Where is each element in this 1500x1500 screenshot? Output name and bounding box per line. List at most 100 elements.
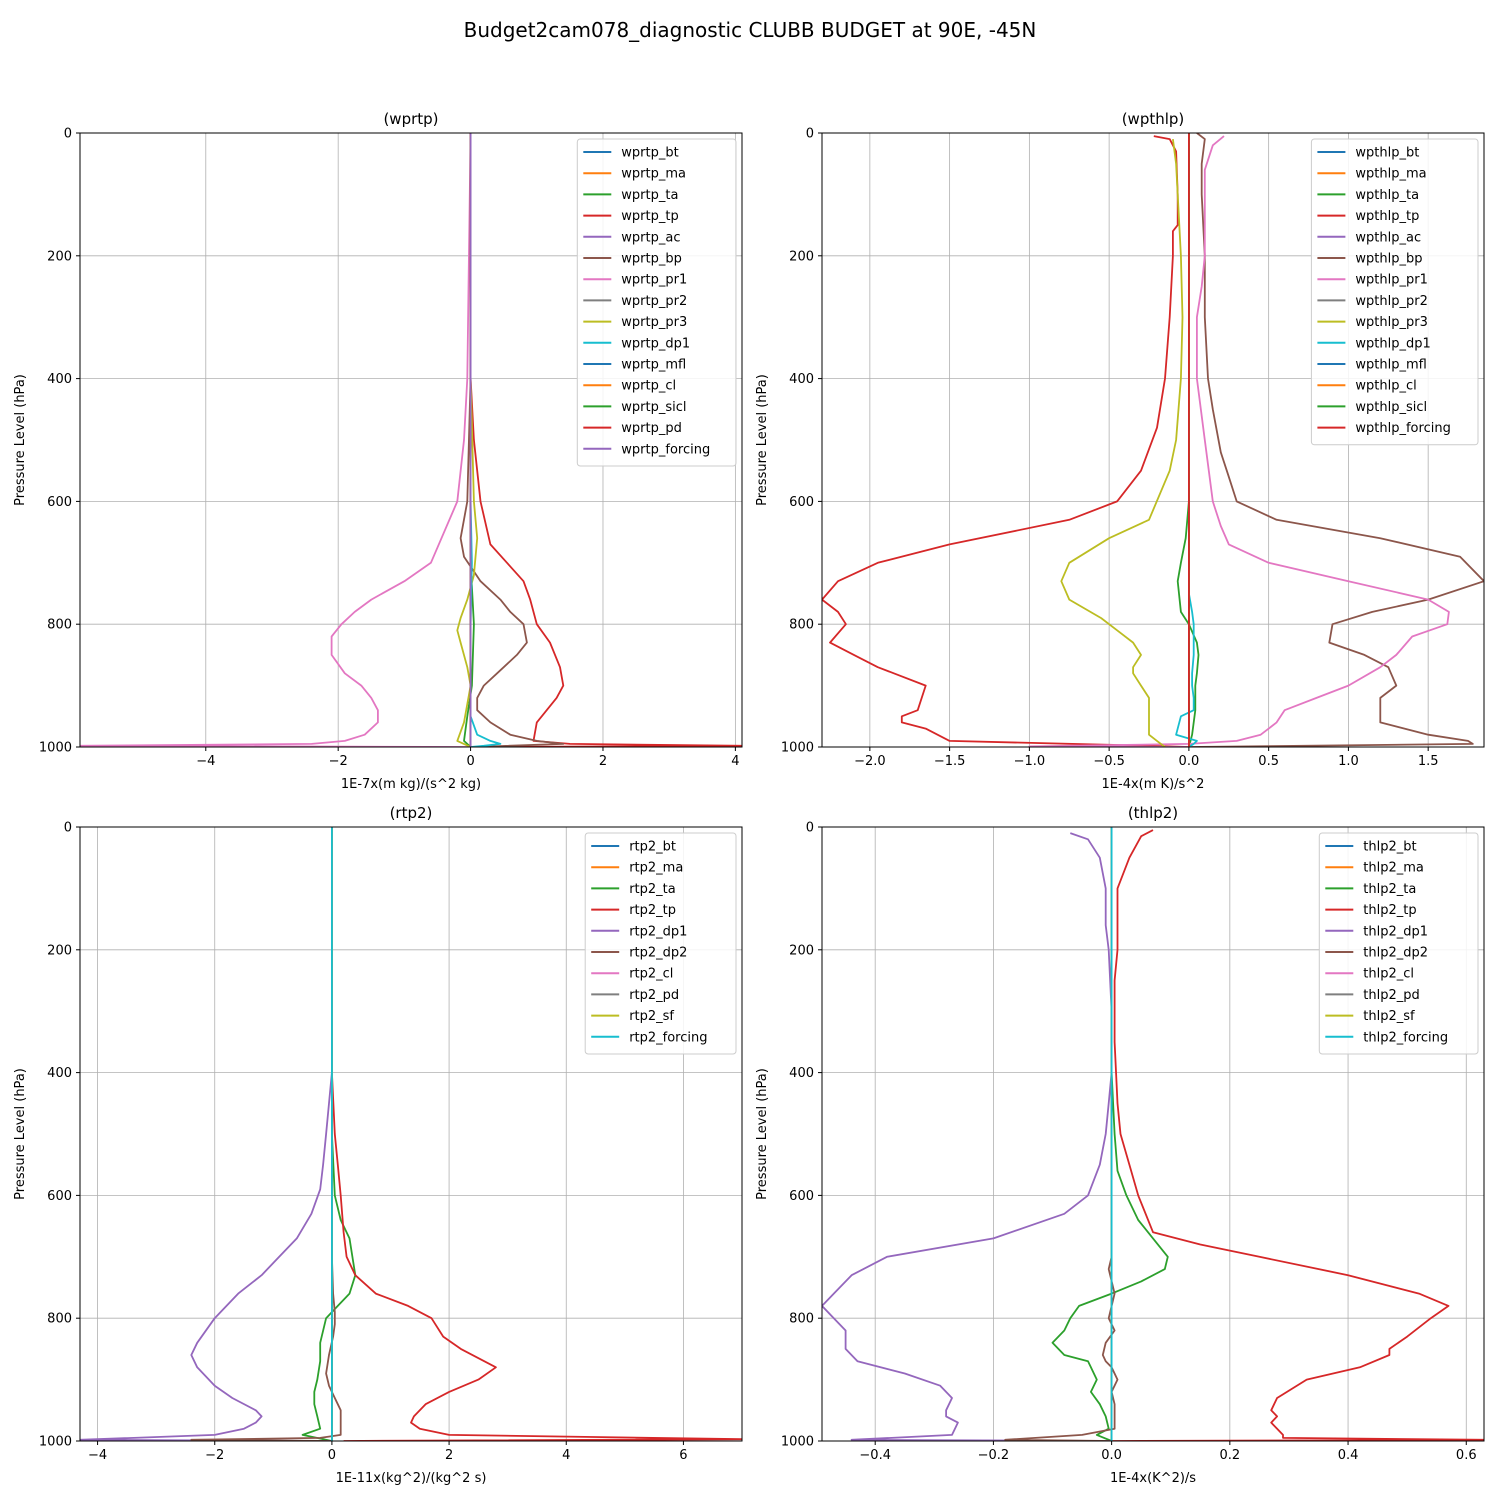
legend-label: wpthlp_forcing <box>1355 421 1450 436</box>
series-line-wprtp_pr3 <box>456 133 479 747</box>
legend-label: thlp2_ma <box>1363 861 1424 876</box>
x-tick-label: 6 <box>679 1448 687 1463</box>
legend-label: thlp2_tp <box>1363 903 1416 918</box>
y-tick-label: 1000 <box>781 1435 814 1450</box>
series-line-thlp2_ta <box>1051 827 1169 1441</box>
x-tick-label: 0.6 <box>1456 1448 1477 1463</box>
x-axis-label: 1E-11x(kg^2)/(kg^2 s) <box>336 1471 487 1486</box>
legend-label: wprtp_ac <box>621 230 680 245</box>
legend-label: rtp2_ta <box>629 882 676 897</box>
y-axis-label: Pressure Level (hPa) <box>13 1068 28 1200</box>
panel-0: −4 −2 0 2 4 0 200 400 600 800 1000 (wprtp) 1E-7x(m k… <box>13 110 743 792</box>
legend-label: wpthlp_ac <box>1355 230 1421 245</box>
panel-title: (thlp2) <box>1128 804 1178 822</box>
legend-frame <box>584 832 737 1055</box>
y-axis-label: Pressure Level (hPa) <box>755 1068 770 1200</box>
series-line-thlp2_tp <box>1111 829 1484 1441</box>
series-line-rtp2_tp <box>330 827 742 1441</box>
legend-label: thlp2_forcing <box>1363 1030 1448 1045</box>
y-tick-label: 600 <box>47 495 72 510</box>
legend-label: wpthlp_pr1 <box>1355 273 1427 288</box>
y-tick-label: 400 <box>789 1066 814 1081</box>
y-axis-label: Pressure Level (hPa) <box>13 374 28 506</box>
x-tick-label: −2 <box>205 1448 224 1463</box>
y-tick-label: 600 <box>789 1189 814 1204</box>
legend-label: wprtp_pr2 <box>621 294 687 309</box>
legend-label: wpthlp_mfl <box>1355 358 1426 373</box>
legend: thlp2_bt thlp2_ma thlp2_ta thlp2_tp thlp2_dp… <box>1318 832 1479 1055</box>
series-line-thlp2_dp1 <box>822 832 1113 1441</box>
legend-label: wprtp_mfl <box>621 358 686 373</box>
y-tick-label: 600 <box>789 495 814 510</box>
y-tick-label: 200 <box>789 943 814 958</box>
y-tick-label: 400 <box>789 372 814 387</box>
series-line-wprtp_bp <box>459 133 565 747</box>
series-line-wpthlp_dp1 <box>1175 133 1198 747</box>
y-tick-label: 1000 <box>39 741 72 756</box>
y-tick-label: 1000 <box>39 1435 72 1450</box>
legend-label: wpthlp_tp <box>1355 209 1419 224</box>
legend-label: wpthlp_ta <box>1355 188 1419 203</box>
axes-frame <box>79 132 743 748</box>
y-tick-label: 0 <box>806 821 814 836</box>
x-tick-label: 2 <box>599 754 607 769</box>
panel-3: −0.4 −0.2 0.0 0.2 0.4 0.6 0 200 400 600 800 1000 (th… <box>755 804 1485 1486</box>
legend-label: wprtp_forcing <box>621 442 710 457</box>
panel-1: −2.0 −1.5 −1.0 −0.5 0.0 0.5 1.0 1.5 0 200 400 600 80… <box>755 110 1485 792</box>
y-tick-label: 400 <box>47 1066 72 1081</box>
x-tick-label: 1.5 <box>1418 754 1439 769</box>
legend-label: thlp2_pd <box>1363 988 1419 1003</box>
legend-label: thlp2_dp2 <box>1363 946 1428 961</box>
x-tick-label: −2 <box>329 754 348 769</box>
legend-label: wpthlp_bp <box>1355 252 1422 267</box>
y-tick-label: 1000 <box>781 741 814 756</box>
series-line-wpthlp_pr1 <box>1028 135 1450 747</box>
legend-label: wpthlp_bt <box>1355 146 1419 161</box>
series-group <box>80 133 742 747</box>
legend-label: wprtp_tp <box>621 209 678 224</box>
legend-label: wprtp_ma <box>621 167 686 182</box>
legend-label: wpthlp_sicl <box>1355 400 1427 415</box>
x-tick-label: −0.5 <box>1093 754 1125 769</box>
legend-label: thlp2_cl <box>1363 967 1414 982</box>
series-line-wpthlp_tp <box>822 135 1189 747</box>
axes-frame <box>821 132 1485 748</box>
y-tick-label: 200 <box>789 249 814 264</box>
y-axis-label: Pressure Level (hPa) <box>755 374 770 506</box>
x-tick-label: 2 <box>445 1448 453 1463</box>
legend-label: rtp2_bt <box>629 840 676 855</box>
legend: rtp2_bt rtp2_ma rtp2_ta rtp2_tp rtp2_dp1 rtp2… <box>584 832 737 1055</box>
series-line-wpthlp_bp <box>1188 133 1484 747</box>
legend-label: rtp2_pd <box>629 988 679 1003</box>
legend-label: wprtp_pr3 <box>621 315 687 330</box>
series-group <box>822 133 1484 747</box>
y-tick-label: 800 <box>789 618 814 633</box>
panel-title: (rtp2) <box>390 804 433 822</box>
x-tick-label: 0.5 <box>1258 754 1279 769</box>
panel-2: −4 −2 0 2 4 6 0 200 400 600 800 1000 (rtp2) 1E-11x(kg… <box>13 804 743 1486</box>
legend-label: wprtp_pd <box>621 421 682 436</box>
x-tick-label: −0.2 <box>978 1448 1010 1463</box>
legend-frame <box>1310 138 1479 446</box>
x-tick-label: 0 <box>328 1448 336 1463</box>
y-tick-label: 0 <box>806 127 814 142</box>
y-tick-label: 400 <box>47 372 72 387</box>
panel-title: (wprtp) <box>383 110 438 128</box>
legend-label: wprtp_pr1 <box>621 273 687 288</box>
legend-label: thlp2_dp1 <box>1363 924 1428 939</box>
x-tick-label: −1.0 <box>1014 754 1046 769</box>
legend-label: rtp2_dp1 <box>629 924 687 939</box>
x-tick-label: −4 <box>88 1448 107 1463</box>
figure-suptitle: Budget2cam078_diagnostic CLUBB BUDGET at… <box>464 18 1037 42</box>
legend-label: wprtp_dp1 <box>621 336 690 351</box>
y-tick-label: 0 <box>64 127 72 142</box>
x-tick-label: 4 <box>731 754 739 769</box>
x-tick-label: −2.0 <box>854 754 886 769</box>
series-line-rtp2_dp1 <box>80 827 333 1441</box>
x-axis-label: 1E-4x(m K)/s^2 <box>1102 777 1205 792</box>
legend-frame <box>576 138 737 467</box>
y-tick-label: 600 <box>47 1189 72 1204</box>
legend-label: wprtp_bt <box>621 146 678 161</box>
